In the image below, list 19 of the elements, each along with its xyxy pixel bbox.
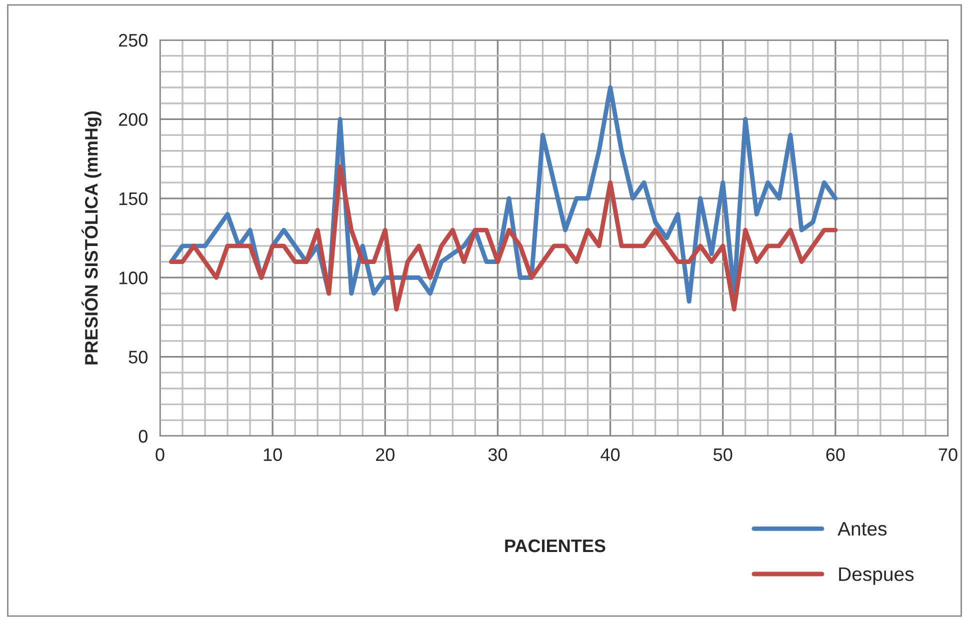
y-tick-label: 0 [138, 430, 148, 443]
x-tick-label: 30 [488, 448, 508, 462]
y-tick-label: 100 [119, 272, 148, 284]
x-tick-label: 40 [600, 448, 620, 462]
y-tick-label: 250 [118, 34, 148, 47]
x-tick-label: 0 [156, 448, 164, 462]
legend-label: Despues [839, 567, 914, 585]
x-tick-label: 50 [714, 448, 732, 462]
x-tick-label: 70 [938, 448, 958, 462]
x-axis-title: PACIENTES [505, 539, 606, 552]
y-tick-label: 50 [128, 350, 148, 364]
x-tick-label: 20 [376, 448, 394, 462]
y-tick-label: 200 [118, 113, 148, 126]
x-tick-label: 60 [826, 448, 845, 462]
x-tick-label: 10 [264, 448, 282, 462]
line-series [169, 164, 838, 312]
y-tick-label: 150 [119, 192, 148, 206]
y-axis-title: PRESIÓN SISTÓLICA (mmHg) [82, 111, 102, 364]
legend-label: Antes [838, 522, 887, 536]
